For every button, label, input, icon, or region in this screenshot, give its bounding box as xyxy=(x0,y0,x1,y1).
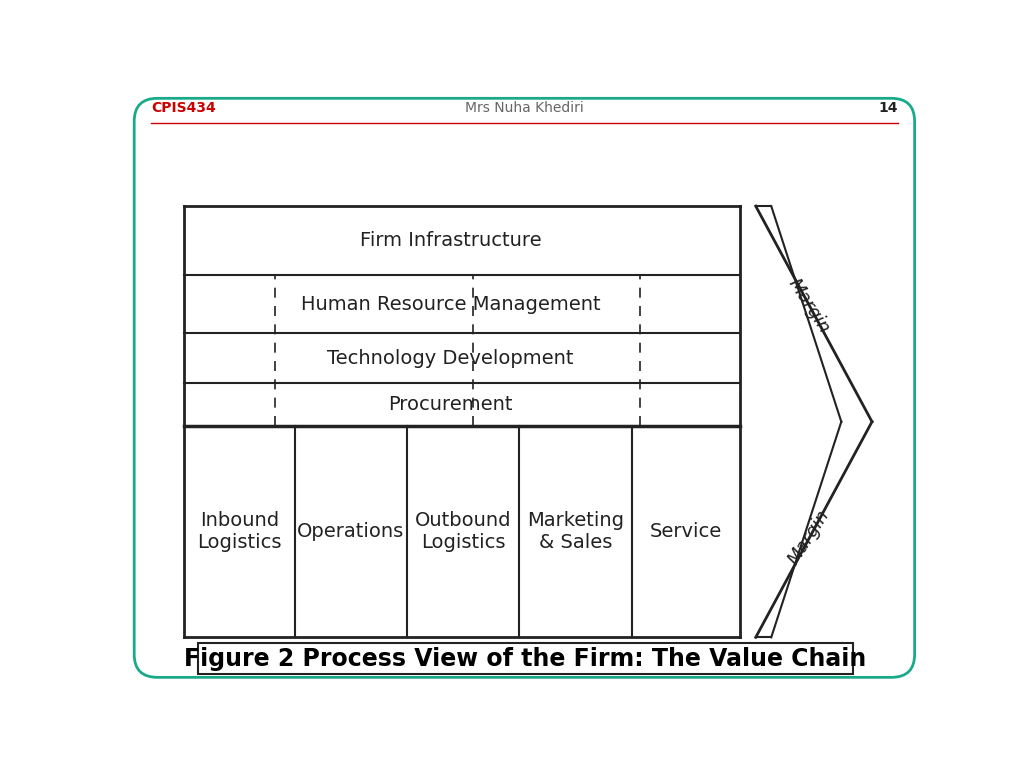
Text: Human Resource Management: Human Resource Management xyxy=(301,295,600,314)
Text: CPIS434: CPIS434 xyxy=(152,101,216,115)
FancyBboxPatch shape xyxy=(198,644,853,674)
Text: Margin: Margin xyxy=(784,276,834,337)
Text: Margin: Margin xyxy=(784,506,834,568)
Text: Firm Infrastructure: Firm Infrastructure xyxy=(359,231,542,250)
Text: Inbound
Logistics: Inbound Logistics xyxy=(197,511,282,552)
Text: Service: Service xyxy=(650,522,722,541)
Polygon shape xyxy=(756,206,842,637)
Text: Mrs Nuha Khediri: Mrs Nuha Khediri xyxy=(466,101,584,115)
Text: Technology Development: Technology Development xyxy=(327,349,573,368)
Text: Operations: Operations xyxy=(297,522,404,541)
Text: Marketing
& Sales: Marketing & Sales xyxy=(527,511,624,552)
Text: 14: 14 xyxy=(879,101,898,115)
Polygon shape xyxy=(183,206,872,637)
Text: Procurement: Procurement xyxy=(388,395,513,414)
Text: Figure 2 Process View of the Firm: The Value Chain: Figure 2 Process View of the Firm: The V… xyxy=(184,647,866,671)
Text: Outbound
Logistics: Outbound Logistics xyxy=(415,511,511,552)
